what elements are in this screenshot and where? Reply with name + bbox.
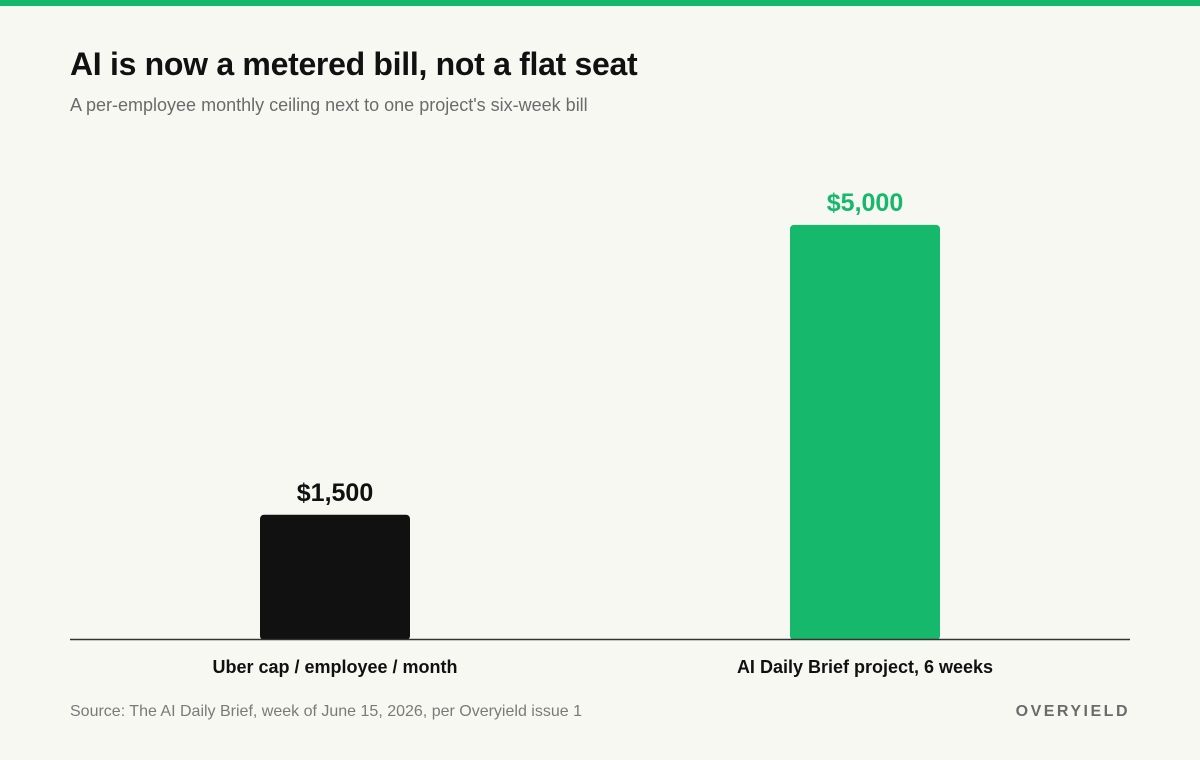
chart-subtitle: A per-employee monthly ceiling next to o… <box>70 95 588 115</box>
bar <box>790 224 940 640</box>
data-label: $1,500 <box>297 479 373 507</box>
category-label: AI Daily Brief project, 6 weeks <box>737 657 993 677</box>
source-note: Source: The AI Daily Brief, week of June… <box>70 703 582 720</box>
category-label: Uber cap / employee / month <box>212 657 457 677</box>
bar <box>260 514 410 640</box>
top-accent-bar <box>0 0 1200 6</box>
chart-title: AI is now a metered bill, not a flat sea… <box>70 46 638 82</box>
data-label: $5,000 <box>827 189 903 217</box>
brand-logo: OVERYIELD <box>1015 703 1130 720</box>
